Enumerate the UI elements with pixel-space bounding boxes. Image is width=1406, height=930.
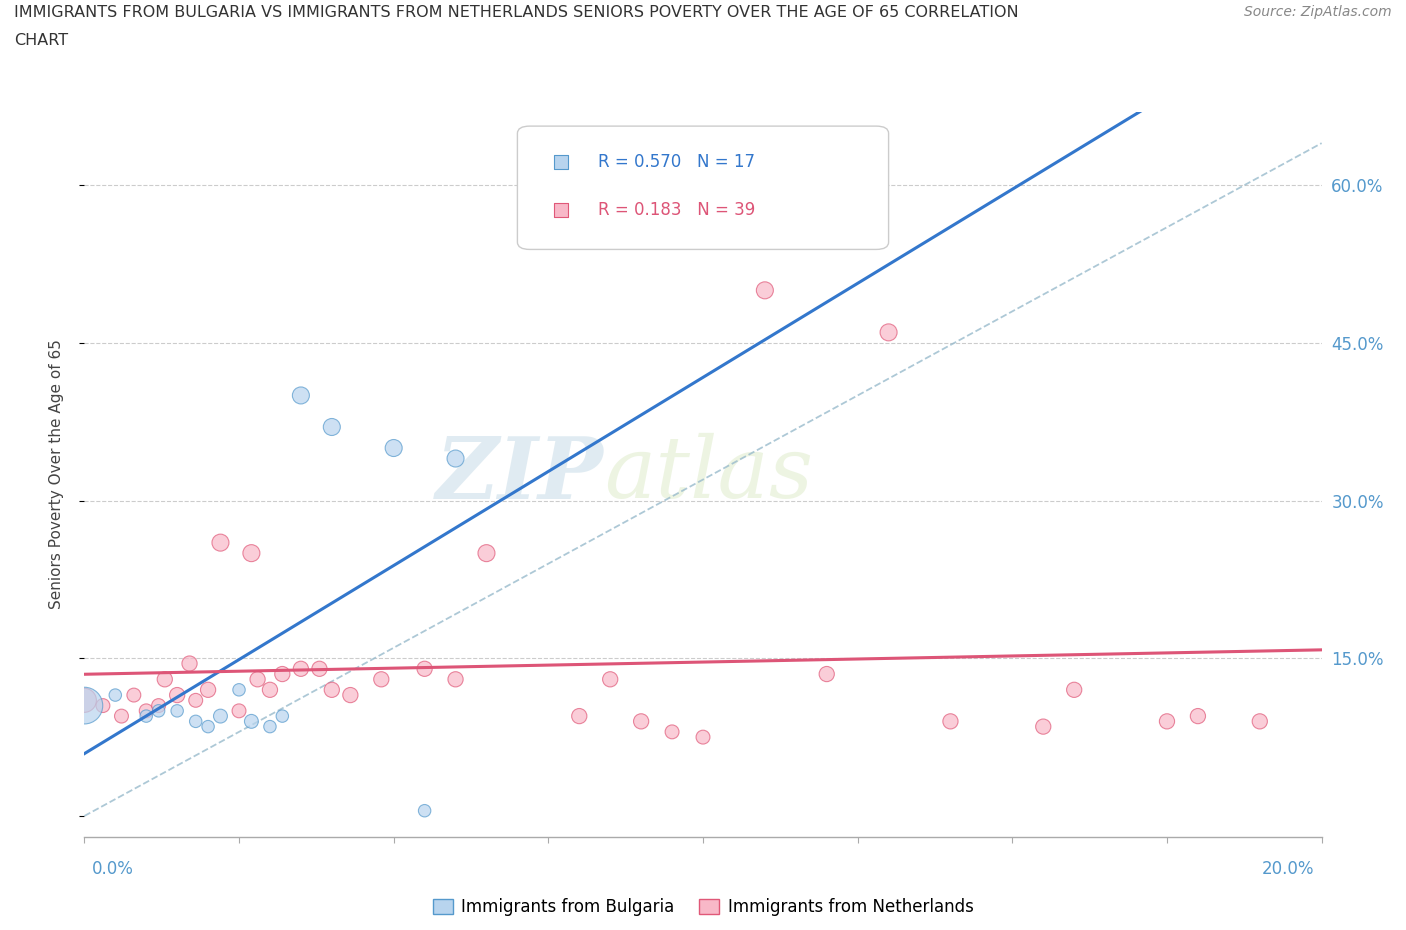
Point	[321, 683, 343, 698]
Text: R = 0.570   N = 17: R = 0.570 N = 17	[598, 153, 755, 171]
Point	[413, 661, 436, 676]
Point	[197, 719, 219, 734]
Point	[259, 719, 281, 734]
Point	[240, 714, 263, 729]
Point	[630, 714, 652, 729]
Text: ZIP: ZIP	[436, 432, 605, 516]
Point	[382, 441, 405, 456]
Point	[321, 419, 343, 434]
Point	[568, 709, 591, 724]
Point	[370, 671, 392, 686]
Point	[209, 709, 232, 724]
Point	[209, 535, 232, 550]
Point	[290, 388, 312, 403]
FancyBboxPatch shape	[517, 126, 889, 249]
Y-axis label: Seniors Poverty Over the Age of 65: Seniors Poverty Over the Age of 65	[49, 339, 63, 609]
Point	[104, 687, 127, 702]
Text: atlas: atlas	[605, 433, 813, 515]
Point	[184, 693, 207, 708]
Point	[179, 656, 201, 671]
Point	[475, 546, 498, 561]
Text: CHART: CHART	[14, 33, 67, 47]
Point	[692, 730, 714, 745]
Text: 20.0%: 20.0%	[1263, 860, 1315, 878]
Point	[1249, 714, 1271, 729]
Point	[754, 283, 776, 298]
Point	[135, 709, 157, 724]
Point	[110, 709, 132, 724]
Point	[246, 671, 269, 686]
Point	[1156, 714, 1178, 729]
Point	[197, 683, 219, 698]
Point	[228, 683, 250, 698]
Point	[339, 687, 361, 702]
Point	[153, 671, 176, 686]
Point	[444, 451, 467, 466]
Point	[308, 661, 330, 676]
Point	[444, 671, 467, 686]
Point	[290, 661, 312, 676]
Point	[815, 667, 838, 682]
Point	[413, 804, 436, 818]
Point	[228, 703, 250, 718]
Text: R = 0.183   N = 39: R = 0.183 N = 39	[598, 201, 755, 219]
Point	[91, 698, 114, 713]
Point	[73, 693, 96, 708]
Point	[1032, 719, 1054, 734]
Point	[599, 671, 621, 686]
Point	[939, 714, 962, 729]
Point	[877, 325, 900, 339]
Point	[240, 546, 263, 561]
Text: 0.0%: 0.0%	[91, 860, 134, 878]
Point	[148, 703, 170, 718]
Point	[271, 667, 294, 682]
Point	[122, 687, 145, 702]
Text: Source: ZipAtlas.com: Source: ZipAtlas.com	[1244, 5, 1392, 19]
Point	[73, 698, 96, 713]
Point	[661, 724, 683, 739]
Point	[1187, 709, 1209, 724]
Text: IMMIGRANTS FROM BULGARIA VS IMMIGRANTS FROM NETHERLANDS SENIORS POVERTY OVER THE: IMMIGRANTS FROM BULGARIA VS IMMIGRANTS F…	[14, 5, 1019, 20]
Point	[184, 714, 207, 729]
Point	[166, 703, 188, 718]
Point	[148, 698, 170, 713]
Point	[271, 709, 294, 724]
Legend: Immigrants from Bulgaria, Immigrants from Netherlands: Immigrants from Bulgaria, Immigrants fro…	[426, 892, 980, 923]
Point	[1063, 683, 1085, 698]
Point	[135, 703, 157, 718]
Point	[259, 683, 281, 698]
Point	[166, 687, 188, 702]
